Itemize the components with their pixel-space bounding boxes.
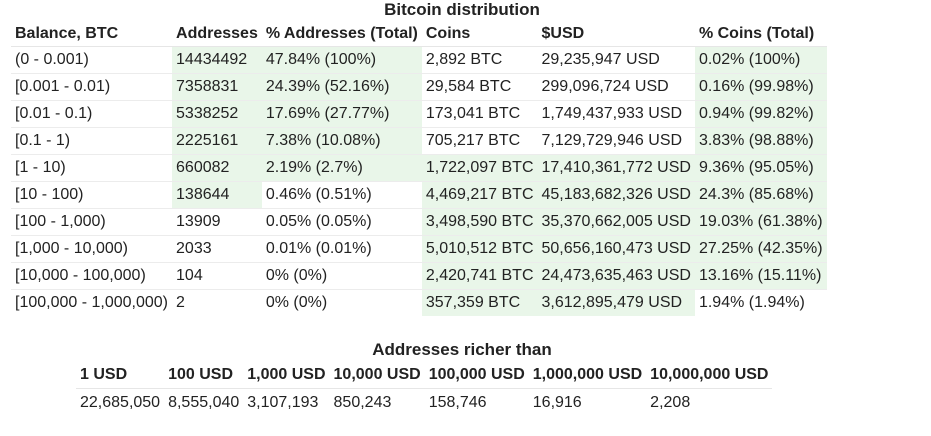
percent-coins-cell: 13.16% (15.11%) — [694, 262, 827, 290]
header-coins: Coins — [421, 22, 538, 47]
coins-cell: 4,469,217 BTC — [421, 181, 538, 209]
percent-addresses-cell: 0% (0%) — [261, 289, 422, 316]
header-percent-coins: % Coins (Total) — [694, 22, 827, 47]
richer-value: 16,916 — [532, 393, 582, 411]
coins-cell: 3,498,590 BTC — [421, 208, 538, 236]
richer-value-row: 22,685,050 8,555,040 3,107,193 850,243 1… — [76, 389, 772, 417]
distribution-row: [1,000 - 10,000) 2033 0.01% (0.01%) 5,010,5… — [11, 235, 827, 263]
balance-cell: [0.1 - 1) — [11, 127, 173, 155]
distribution-row: [10,000 - 100,000) 104 0% (0%) 2,420,741 BT… — [11, 262, 827, 290]
usd-cell: 17,410,361,772 USD — [537, 154, 695, 182]
balance-cell: (0 - 0.001) — [11, 46, 173, 74]
addresses-cell: 2 — [172, 289, 262, 316]
richer-value: 850,243 — [333, 393, 392, 411]
distribution-header-row: Balance, BTC Addresses % Addresses (Tota… — [11, 22, 827, 47]
percent-coins-cell: 9.36% (95.05%) — [694, 154, 827, 182]
addresses-cell: 14434492 — [172, 46, 262, 74]
coins-cell: 1,722,097 BTC — [421, 154, 538, 182]
addresses-cell: 2225161 — [172, 127, 262, 155]
percent-coins-cell: 27.25% (42.35%) — [694, 235, 827, 263]
balance-cell: [100,000 - 1,000,000) — [11, 289, 173, 316]
coins-cell: 705,217 BTC — [421, 127, 538, 155]
balance-cell: [1 - 10) — [11, 154, 173, 182]
coins-cell: 5,010,512 BTC — [421, 235, 538, 263]
richer-value: 2,208 — [650, 393, 691, 411]
percent-coins-cell: 0.16% (99.98%) — [694, 73, 827, 101]
distribution-title: Bitcoin distribution — [384, 0, 540, 19]
usd-cell: 1,749,437,933 USD — [537, 100, 695, 128]
richer-value: 22,685,050 — [80, 393, 161, 411]
balance-cell: [0.001 - 0.01) — [11, 73, 173, 101]
usd-cell: 24,473,635,463 USD — [537, 262, 695, 290]
addresses-cell: 7358831 — [172, 73, 262, 101]
usd-cell: 299,096,724 USD — [537, 73, 695, 101]
percent-addresses-cell: 47.84% (100%) — [261, 46, 422, 74]
richer-header-1-usd: 1 USD — [76, 362, 165, 389]
usd-cell: 29,235,947 USD — [537, 46, 695, 74]
percent-coins-cell: 1.94% (1.94%) — [694, 289, 827, 316]
richer-title: Addresses richer than — [372, 340, 552, 359]
coins-cell: 357,359 BTC — [421, 289, 538, 316]
percent-addresses-cell: 0.05% (0.05%) — [261, 208, 422, 236]
addresses-cell: 660082 — [172, 154, 262, 182]
usd-cell: 50,656,160,473 USD — [537, 235, 695, 263]
distribution-row: [0.001 - 0.01) 7358831 24.39% (52.16%) 29,5… — [11, 73, 827, 101]
usd-cell: 3,612,895,479 USD — [537, 289, 695, 316]
richer-table: 1 USD 100 USD 1,000 USD 10,000 USD 100,0… — [76, 362, 773, 417]
header-usd: $USD — [537, 22, 695, 47]
addresses-cell: 5338252 — [172, 100, 262, 128]
coins-cell: 29,584 BTC — [421, 73, 538, 101]
header-addresses: Addresses — [172, 22, 262, 47]
richer-value: 158,746 — [428, 393, 487, 411]
richer-header-row: 1 USD 100 USD 1,000 USD 10,000 USD 100,0… — [76, 362, 773, 389]
percent-coins-cell: 0.94% (99.82%) — [694, 100, 827, 128]
distribution-row: [1 - 10) 660082 2.19% (2.7%) 1,722,097 BTC 1… — [11, 154, 827, 182]
distribution-table: Balance, BTC Addresses % Addresses (Tota… — [11, 22, 827, 316]
balance-cell: [100 - 1,000) — [11, 208, 173, 236]
richer-value: 3,107,193 — [247, 393, 319, 411]
usd-cell: 7,129,729,946 USD — [537, 127, 695, 155]
percent-addresses-cell: 24.39% (52.16%) — [261, 73, 422, 101]
richer-header-10000000-usd: 10,000,000 USD — [646, 362, 773, 389]
richer-header-100-usd: 100 USD — [164, 362, 244, 389]
balance-cell: [10,000 - 100,000) — [11, 262, 173, 290]
header-percent-addresses: % Addresses (Total) — [261, 22, 422, 47]
distribution-row: [100 - 1,000) 13909 0.05% (0.05%) 3,498,590… — [11, 208, 827, 236]
percent-addresses-cell: 17.69% (27.77%) — [261, 100, 422, 128]
coins-cell: 173,041 BTC — [421, 100, 538, 128]
addresses-cell: 13909 — [172, 208, 262, 236]
percent-addresses-cell: 0.46% (0.51%) — [261, 181, 422, 209]
usd-cell: 35,370,662,005 USD — [537, 208, 695, 236]
usd-cell: 45,183,682,326 USD — [537, 181, 695, 209]
coins-cell: 2,892 BTC — [421, 46, 538, 74]
richer-value: 8,555,040 — [168, 393, 240, 411]
distribution-row: [100,000 - 1,000,000) 2 0% (0%) 357,359 BTC… — [11, 289, 827, 316]
richer-header-10000-usd: 10,000 USD — [329, 362, 425, 389]
header-balance: Balance, BTC — [11, 22, 173, 47]
percent-coins-cell: 19.03% (61.38%) — [694, 208, 827, 236]
percent-addresses-cell: 0.01% (0.01%) — [261, 235, 422, 263]
addresses-cell: 2033 — [172, 235, 262, 263]
richer-header-1000-usd: 1,000 USD — [243, 362, 330, 389]
percent-addresses-cell: 2.19% (2.7%) — [261, 154, 422, 182]
percent-addresses-cell: 0% (0%) — [261, 262, 422, 290]
percent-coins-cell: 24.3% (85.68%) — [694, 181, 827, 209]
percent-coins-cell: 0.02% (100%) — [694, 46, 827, 74]
addresses-cell: 104 — [172, 262, 262, 290]
balance-cell: [10 - 100) — [11, 181, 173, 209]
richer-header-1000000-usd: 1,000,000 USD — [528, 362, 647, 389]
distribution-row: (0 - 0.001) 14434492 47.84% (100%) 2,892 BT… — [11, 46, 827, 74]
percent-coins-cell: 3.83% (98.88%) — [694, 127, 827, 155]
distribution-row: [0.01 - 0.1) 5338252 17.69% (27.77%) 173,04… — [11, 100, 827, 128]
distribution-row: [10 - 100) 138644 0.46% (0.51%) 4,469,217 B… — [11, 181, 827, 209]
balance-cell: [1,000 - 10,000) — [11, 235, 173, 263]
richer-header-100000-usd: 100,000 USD — [424, 362, 529, 389]
distribution-row: [0.1 - 1) 2225161 7.38% (10.08%) 705,217 BT… — [11, 127, 827, 155]
balance-cell: [0.01 - 0.1) — [11, 100, 173, 128]
addresses-cell: 138644 — [172, 181, 262, 209]
percent-addresses-cell: 7.38% (10.08%) — [261, 127, 422, 155]
coins-cell: 2,420,741 BTC — [421, 262, 538, 290]
